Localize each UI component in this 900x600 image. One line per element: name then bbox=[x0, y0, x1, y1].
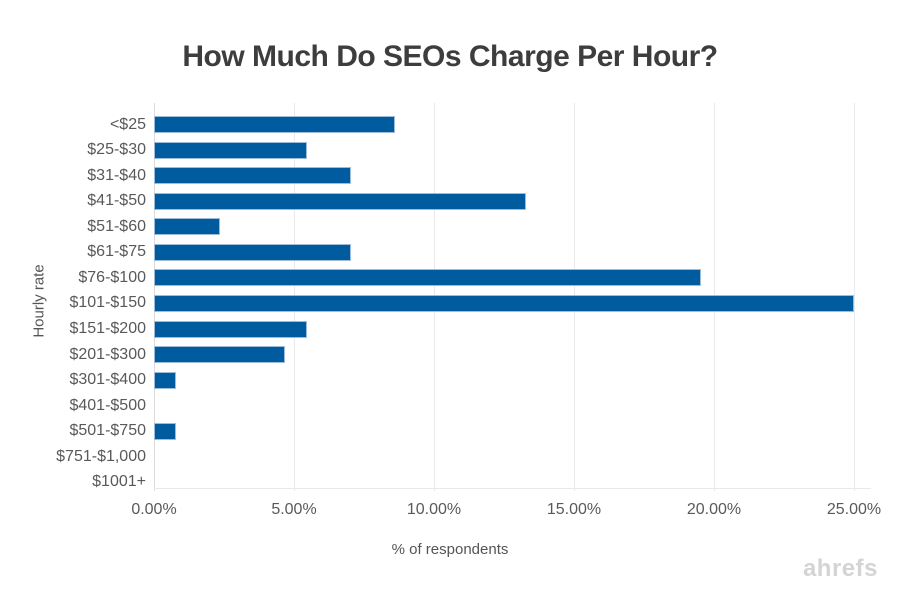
y-tick-label: $51-$60 bbox=[87, 217, 146, 235]
ahrefs-logo: ahrefs bbox=[802, 555, 878, 582]
y-tick-label: $31-$40 bbox=[87, 166, 146, 184]
bar bbox=[154, 294, 854, 312]
x-tick-label: 15.00% bbox=[546, 501, 602, 518]
y-tick-label: $501-$750 bbox=[69, 422, 146, 440]
x-tick-label: 5.00% bbox=[271, 501, 317, 518]
y-tick-label: $751-$1,000 bbox=[56, 447, 146, 465]
x-tick-label: 20.00% bbox=[686, 501, 742, 518]
y-tick-label: $41-$50 bbox=[87, 192, 146, 210]
x-axis-title: % of respondents bbox=[391, 541, 509, 558]
gridline bbox=[854, 103, 855, 491]
bar bbox=[154, 192, 526, 210]
x-axis-line bbox=[154, 488, 871, 489]
x-tick-label: 0.00% bbox=[131, 501, 177, 518]
bar bbox=[154, 320, 308, 338]
y-tick-label: $101-$150 bbox=[69, 294, 146, 312]
x-tick-label: 25.00% bbox=[826, 501, 882, 518]
bar bbox=[154, 141, 308, 159]
y-tick-label: $201-$300 bbox=[69, 345, 146, 363]
y-tick-label: $151-$200 bbox=[69, 320, 146, 337]
y-tick-label: $301-$400 bbox=[69, 371, 146, 389]
y-tick-label: $61-$75 bbox=[87, 243, 146, 261]
y-tick-label: $25-$30 bbox=[87, 141, 146, 159]
bar bbox=[154, 167, 351, 185]
bar bbox=[154, 218, 220, 236]
y-tick-label: <$25 bbox=[109, 115, 146, 133]
y-tick-label: $401-$500 bbox=[69, 396, 146, 414]
y-tick-label: $1001+ bbox=[92, 473, 146, 491]
bar bbox=[154, 371, 176, 389]
bar bbox=[154, 346, 286, 364]
bar bbox=[154, 269, 701, 287]
bar bbox=[154, 422, 176, 440]
bar bbox=[154, 243, 351, 261]
chart-title: How Much Do SEOs Charge Per Hour? bbox=[182, 40, 718, 73]
x-tick-label: 10.00% bbox=[406, 501, 462, 518]
bar bbox=[154, 116, 395, 134]
y-tick-label: $76-$100 bbox=[78, 268, 146, 286]
